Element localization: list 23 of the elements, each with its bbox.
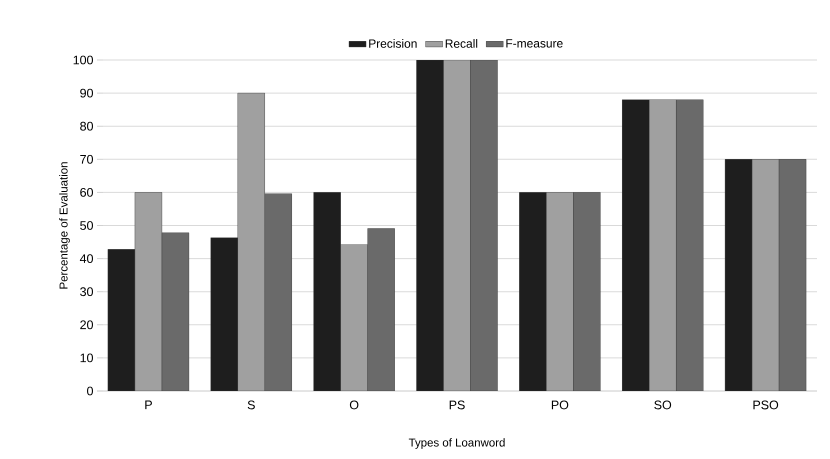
x-tick-label: PSO: [753, 400, 778, 410]
x-tick-label: S: [248, 400, 255, 410]
y-tick-label: 100: [74, 56, 93, 64]
y-tick-label: 10: [80, 354, 93, 362]
x-axis-title: Types of Loanword: [408, 438, 505, 449]
y-tick-label: 40: [80, 254, 93, 264]
legend-label: F-measure: [506, 39, 563, 48]
x-tick-label: SO: [654, 400, 672, 410]
y-tick-label: 90: [80, 88, 93, 98]
y-tick-label: 70: [80, 154, 93, 164]
y-axis-title: Percentage of Evaluation: [59, 162, 70, 289]
legend-label: Recall: [446, 39, 478, 48]
x-tick-label: O: [350, 400, 358, 410]
y-tick-label: 20: [80, 320, 93, 330]
y-tick-label: 0: [87, 386, 93, 396]
x-tick-label: PO: [552, 400, 568, 410]
legend-label: Precision: [369, 39, 417, 48]
x-tick-label: P: [145, 400, 152, 410]
y-tick-label: 80: [80, 122, 93, 131]
y-tick-label: 30: [80, 287, 93, 296]
y-tick-label: 60: [80, 188, 93, 197]
y-tick-label: 50: [80, 221, 93, 230]
x-tick-label: PS: [450, 400, 465, 410]
